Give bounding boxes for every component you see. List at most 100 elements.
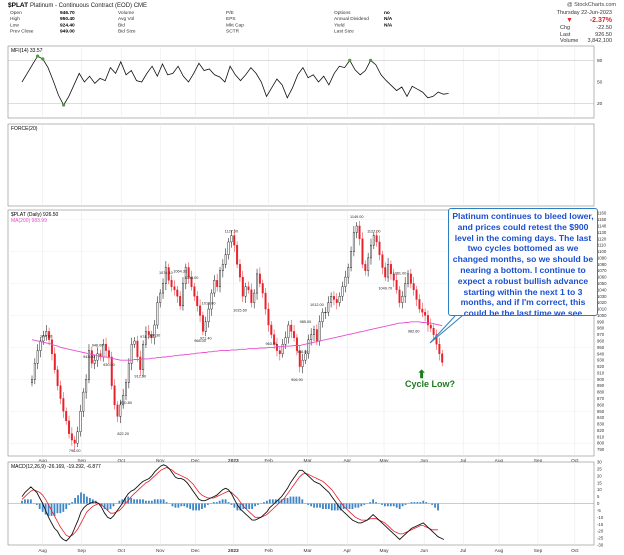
macd-histogram-bar [195, 503, 197, 511]
candle-body [421, 308, 424, 313]
candle-body [93, 359, 96, 364]
macd-histogram-bar [354, 503, 357, 508]
candle-body [355, 225, 358, 233]
stat-label: Prev Close [10, 29, 34, 35]
cycle-low-label: Cycle Low? [405, 379, 456, 389]
candle-body [438, 343, 441, 354]
price-x-tick-label: Jun [420, 458, 428, 464]
candle-body [85, 379, 88, 393]
candle-body [273, 334, 276, 345]
candle-body [276, 343, 278, 351]
price-x-tick-label: Sep [77, 458, 86, 464]
macd-histogram-bar [109, 503, 112, 510]
candle-body [278, 350, 281, 354]
macd-histogram-bar [425, 502, 428, 504]
candle-body [125, 382, 127, 396]
price-y-tick-label: 820 [597, 428, 605, 433]
price-y-tick-label: 900 [597, 377, 605, 382]
candle-body [48, 331, 51, 340]
macd-histogram-bar [180, 503, 183, 507]
candle-body [150, 334, 153, 338]
stat-label: Avg Vol [118, 16, 134, 22]
macd-histogram-bar [257, 503, 259, 505]
candle-body [358, 225, 361, 239]
macd-x-tick-label: Aug [495, 548, 504, 554]
stat-label: Open [10, 10, 22, 16]
macd-histogram-bar [227, 502, 230, 504]
price-x-tick-label: Feb [264, 458, 273, 464]
candle-body [99, 353, 102, 358]
price-y-tick-label: 850 [597, 409, 605, 414]
macd-histogram-bar [392, 503, 395, 507]
price-annotation: 1054.00 [185, 276, 199, 280]
macd-histogram-bar [248, 503, 251, 510]
stat-label: High [10, 16, 20, 22]
macd-title: MACD(12,26,9) -26.169, -19.292, -6.877 [11, 464, 101, 470]
candle-body [310, 334, 313, 340]
macd-histogram-bar [389, 503, 392, 507]
price-x-tick-label: Oct [571, 458, 579, 464]
macd-histogram-bar [88, 497, 91, 504]
candle-body [258, 273, 261, 284]
macd-x-tick-label: Dec [191, 548, 200, 554]
price-annotation: 974.10 [140, 335, 152, 339]
candle-body [284, 337, 287, 345]
candle-body [415, 289, 418, 300]
macd-x-tick-label: Sep [534, 548, 543, 554]
macd-histogram-bar [280, 499, 283, 504]
macd-x-tick-label: Oct [117, 548, 125, 554]
mfi-overbought-mark [368, 58, 373, 63]
macd-histogram-bar [153, 499, 156, 504]
candle-body [79, 411, 82, 432]
candle-body [133, 340, 136, 345]
macd-histogram-bar [221, 499, 224, 504]
macd-y-tick-label: -5 [597, 508, 601, 513]
macd-x-tick-label: Aug [38, 548, 47, 554]
macd-histogram-bar [398, 503, 401, 510]
price-x-tick-label: Aug [495, 458, 504, 464]
price-annotation: 963.00 [265, 342, 277, 346]
last-label: Last [560, 32, 571, 38]
macd-histogram-bar [345, 503, 348, 510]
macd-histogram-bar [307, 503, 310, 505]
candle-body [347, 267, 350, 278]
macd-histogram-bar [121, 499, 124, 504]
macd-histogram-bar [29, 499, 32, 504]
macd-y-tick-label: 5 [597, 494, 600, 499]
macd-histogram-bar [333, 503, 336, 511]
macd-histogram-bar [434, 503, 436, 508]
candle-body [87, 350, 90, 380]
candle-body [122, 395, 125, 406]
candle-body [335, 299, 338, 303]
macd-histogram-bar [271, 499, 274, 504]
macd-histogram-bar [106, 503, 109, 511]
macd-histogram-bar [422, 500, 425, 504]
candle-body [201, 315, 204, 332]
stat-label: Low [10, 22, 19, 28]
price-annotation: 1049.70 [378, 287, 392, 291]
candle-body [395, 280, 398, 291]
price-annotation: 982.60 [408, 330, 420, 334]
macd-histogram-bar [56, 503, 59, 514]
macd-histogram-bar [147, 500, 150, 504]
macd-x-tick-label: Oct [571, 548, 579, 554]
candle-body [204, 321, 207, 332]
candle-body [332, 296, 335, 300]
candle-body [50, 339, 53, 354]
candle-body [33, 363, 36, 380]
candle-body [398, 289, 401, 303]
stat-label: Bid Size [118, 29, 136, 35]
macd-histogram-bar [230, 503, 233, 505]
candle-body [119, 404, 122, 417]
macd-y-tick-label: 0 [597, 501, 600, 506]
candle-body [381, 254, 384, 268]
price-annotation: 985.00 [300, 320, 312, 324]
mfi-panel: 20 50 80 MFI(14) 33.57 [7, 45, 603, 119]
candle-body [264, 292, 267, 310]
candle-body [426, 315, 429, 326]
macd-histogram-bar [174, 503, 177, 508]
stat-label: Volume [118, 10, 134, 16]
chart-header: $PLAT Platinum - Continuous Contract (EO… [8, 2, 616, 44]
candle-body [378, 241, 381, 255]
candle-body [116, 404, 119, 417]
